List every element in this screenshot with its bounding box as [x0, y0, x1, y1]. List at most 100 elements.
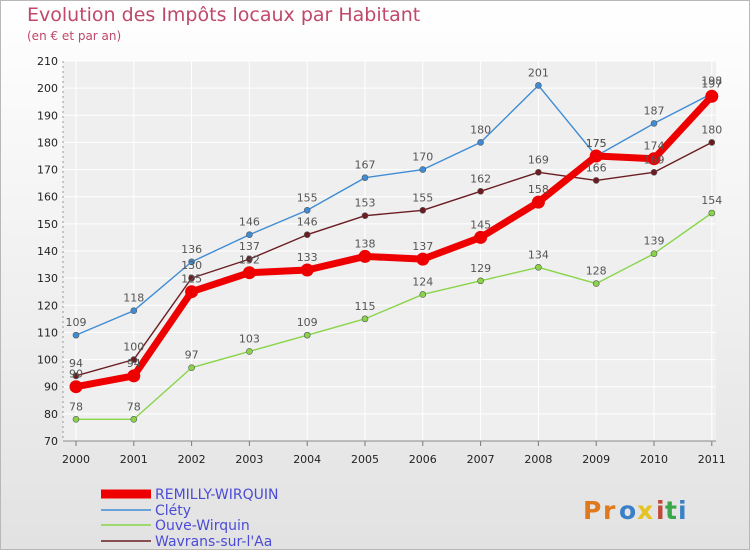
data-point [361, 315, 369, 323]
data-point [592, 280, 600, 287]
data-point [531, 195, 545, 209]
data-point [419, 166, 427, 173]
data-label: 146 [239, 216, 260, 229]
x-tick-label: 2004 [293, 453, 321, 466]
data-label: 136 [181, 243, 202, 256]
data-label: 198 [701, 75, 722, 88]
data-point [127, 369, 141, 383]
data-label: 130 [181, 259, 202, 272]
data-point [242, 266, 256, 280]
data-label: 170 [412, 151, 433, 164]
data-label: 124 [412, 275, 433, 288]
chart-title: Evolution des Impôts locaux par Habitant [27, 4, 421, 26]
y-tick-label: 200 [37, 82, 58, 95]
data-point [72, 372, 80, 380]
data-label: 118 [123, 292, 144, 305]
data-point [708, 139, 716, 146]
data-point [130, 415, 138, 423]
data-label: 169 [528, 153, 549, 166]
data-point [130, 356, 138, 363]
data-label: 78 [127, 400, 141, 413]
x-tick-label: 2011 [698, 453, 726, 466]
data-label: 155 [412, 191, 433, 204]
data-label: 139 [644, 235, 665, 248]
data-label: 175 [586, 137, 607, 150]
data-point [474, 230, 488, 244]
y-tick-label: 170 [37, 164, 58, 177]
x-tick-label: 2009 [582, 453, 610, 466]
data-label: 129 [470, 262, 491, 275]
data-label: 169 [644, 153, 665, 166]
chart-subtitle: (en € et par an) [27, 29, 122, 43]
x-tick-label: 2006 [409, 453, 437, 466]
logo-letter: i [656, 496, 665, 525]
y-tick-label: 110 [37, 326, 58, 339]
data-point [416, 252, 430, 266]
data-label: 125 [181, 273, 202, 286]
data-label: 180 [470, 123, 491, 136]
data-point [69, 380, 83, 394]
data-label: 134 [528, 248, 549, 261]
data-label: 167 [355, 159, 376, 172]
y-tick-label: 180 [37, 136, 58, 149]
data-point [188, 258, 195, 266]
x-tick-label: 2007 [467, 453, 495, 466]
data-label: 137 [239, 240, 260, 253]
data-label: 97 [185, 349, 199, 362]
legend-label: Ouve-Wirquin [155, 518, 250, 534]
data-label: 201 [528, 66, 549, 79]
series-line [72, 92, 716, 391]
data-label: 166 [586, 161, 607, 174]
data-point [246, 348, 253, 355]
data-point [130, 307, 138, 315]
data-point [477, 187, 484, 195]
logo-letter: P [583, 496, 601, 525]
data-point [361, 174, 369, 182]
y-tick-label: 160 [37, 191, 58, 204]
data-label: 137 [412, 240, 433, 253]
data-label: 154 [701, 194, 722, 207]
data-point [188, 364, 195, 372]
x-tick-label: 2005 [351, 453, 379, 466]
x-tick-label: 2010 [640, 453, 668, 466]
data-point [705, 89, 719, 103]
data-point [72, 331, 80, 339]
data-label: 145 [470, 218, 491, 231]
data-point [246, 231, 253, 239]
y-tick-label: 70 [44, 435, 58, 448]
data-point [708, 209, 716, 217]
x-tick-label: 2003 [235, 453, 263, 466]
x-tick-label: 2008 [524, 453, 552, 466]
data-point [72, 415, 80, 423]
data-point [246, 255, 253, 263]
data-label: 187 [644, 104, 665, 117]
series-line [75, 84, 713, 336]
data-point [361, 212, 369, 220]
y-tick-label: 150 [37, 218, 58, 231]
y-tick-label: 130 [37, 272, 58, 285]
data-point [419, 291, 427, 298]
data-label: 109 [297, 316, 318, 329]
data-point [358, 249, 372, 263]
data-point [589, 149, 603, 163]
legend-label: Cléty [155, 503, 191, 519]
data-label: 94 [127, 357, 141, 370]
y-tick-label: 80 [44, 408, 58, 421]
data-label: 162 [470, 172, 491, 185]
data-point [535, 82, 542, 89]
data-label: 138 [355, 237, 376, 250]
data-label: 115 [355, 300, 376, 313]
legend-label: REMILLY-WIRQUIN [155, 487, 278, 503]
logo-letter: x [637, 496, 653, 525]
logo-letter: o [619, 496, 636, 525]
x-tick-label: 2000 [62, 453, 90, 466]
y-tick-label: 140 [37, 245, 58, 258]
data-label: 175 [586, 137, 607, 150]
logo-letter: t [665, 496, 677, 525]
data-label: 197 [701, 77, 722, 90]
data-point [188, 274, 195, 282]
data-label: 100 [123, 341, 144, 354]
data-point [303, 206, 311, 214]
data-point [185, 285, 199, 299]
